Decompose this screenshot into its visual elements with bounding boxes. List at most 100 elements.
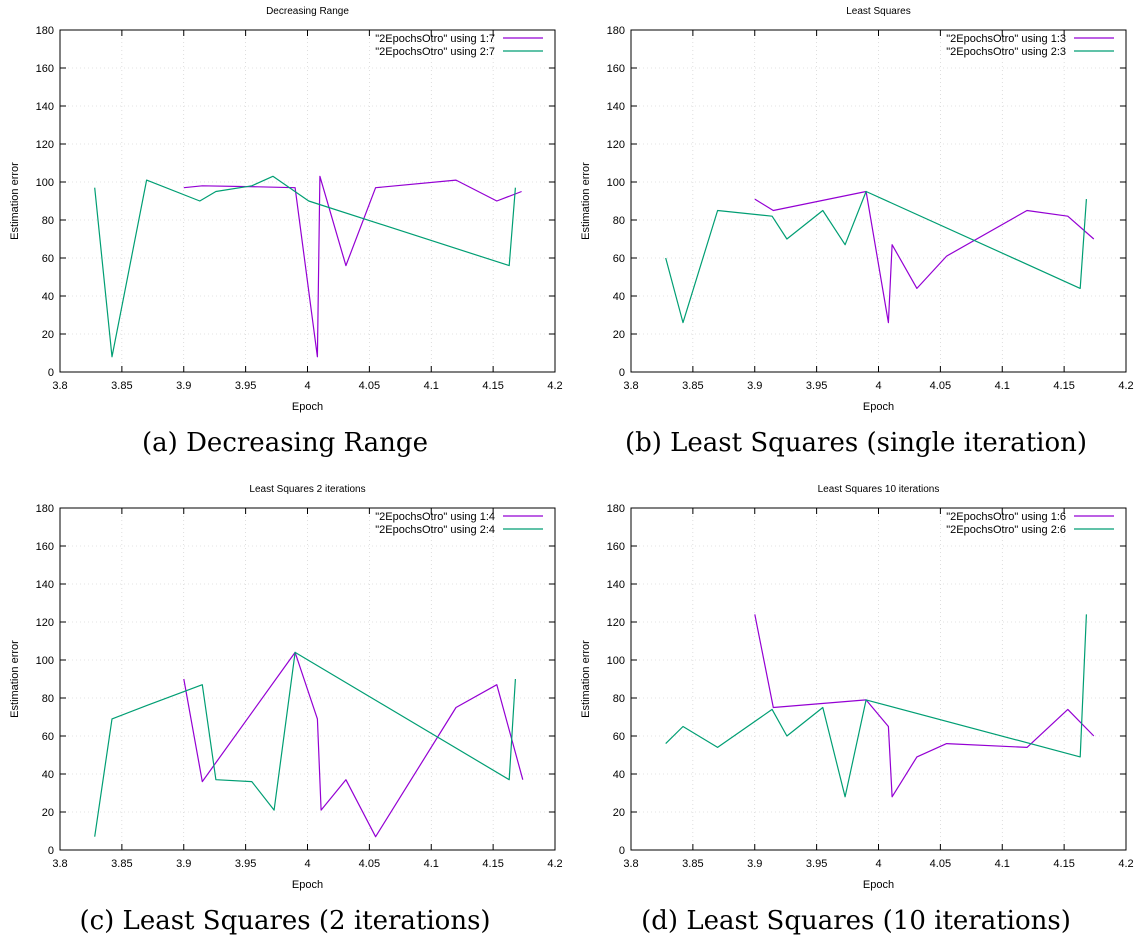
caption-c: (c) Least Squares (2 iterations): [79, 906, 491, 936]
plot-frame: [59, 29, 556, 373]
y-tick-label: 20: [42, 807, 54, 819]
y-tick-label: 140: [36, 579, 54, 591]
chart-panel-a: Decreasing Range 0 20 40 60 80 100 120 140 160 180…: [0, 0, 570, 473]
legend-label-2: "2EpochsOtro" using 2:3: [946, 46, 1066, 58]
y-tick-label: 60: [42, 731, 54, 743]
chart-panel-c: Least Squares 2 iterations 0 20 40 60 80 100 12…: [0, 478, 570, 951]
y-tick-label: 40: [613, 769, 625, 781]
x-tick-label: 3.9: [176, 380, 191, 392]
chart-title: Least Squares 10 iterations: [818, 484, 940, 495]
y-tick-label: 0: [48, 367, 54, 379]
x-tick-label: 4: [875, 380, 881, 392]
caption-a: (a) Decreasing Range: [142, 428, 428, 458]
y-tick-label: 40: [613, 291, 625, 303]
chart-panel-d: Least Squares 10 iterations 0 20 40 60 80 100 1…: [571, 478, 1141, 951]
x-tick-label: 4: [304, 858, 310, 870]
y-tick-label: 100: [607, 177, 625, 189]
chart-title: Least Squares: [846, 6, 911, 17]
x-tick-label: 4: [875, 858, 881, 870]
chart-c: Least Squares 2 iterations 0 20 40 60 80 100 12…: [9, 484, 563, 891]
y-tick-label: 100: [36, 177, 54, 189]
x-tick-label: 3.8: [52, 858, 67, 870]
y-tick-label: 20: [613, 807, 625, 819]
x-tick-label: 4.05: [930, 858, 951, 870]
chart-d: Least Squares 10 iterations 0 20 40 60 80 100 1…: [580, 484, 1134, 891]
y-tick-label: 60: [613, 253, 625, 265]
x-tick-label: 3.95: [806, 380, 827, 392]
x-tick-label: 3.85: [682, 858, 703, 870]
x-axis-label: Epoch: [863, 401, 894, 413]
series-line-1: [183, 651, 524, 838]
plot-frame: [630, 29, 1127, 373]
y-tick-label: 80: [42, 693, 54, 705]
y-tick-label: 120: [36, 139, 54, 151]
y-tick-label: 0: [619, 845, 625, 857]
y-tick-label: 80: [613, 215, 625, 227]
legend-label-1: "2EpochsOtro" using 1:4: [375, 511, 495, 523]
y-tick-label: 0: [48, 845, 54, 857]
y-tick-label: 160: [607, 63, 625, 75]
x-tick-label: 4.05: [930, 380, 951, 392]
y-tick-label: 20: [42, 329, 54, 341]
y-tick-label: 180: [607, 25, 625, 37]
x-tick-label: 3.8: [52, 380, 67, 392]
y-tick-label: 60: [42, 253, 54, 265]
y-tick-label: 140: [607, 101, 625, 113]
x-tick-label: 4.15: [1053, 380, 1074, 392]
y-tick-label: 80: [42, 215, 54, 227]
legend-label-2: "2EpochsOtro" using 2:6: [946, 524, 1066, 536]
series-line-1: [754, 614, 1095, 798]
plot-frame: [59, 507, 556, 851]
y-axis-label: Estimation error: [9, 162, 21, 240]
y-tick-label: 0: [619, 367, 625, 379]
y-tick-label: 100: [36, 655, 54, 667]
x-tick-label: 4.15: [482, 858, 503, 870]
legend-label-2: "2EpochsOtro" using 2:4: [375, 524, 495, 536]
x-tick-label: 4.05: [359, 380, 380, 392]
plot-frame: [630, 507, 1127, 851]
series-line-2: [665, 614, 1087, 798]
chart-title: Least Squares 2 iterations: [249, 484, 365, 495]
x-tick-label: 4.2: [547, 858, 562, 870]
y-tick-label: 180: [607, 503, 625, 515]
x-tick-label: 3.95: [235, 858, 256, 870]
legend-label-1: "2EpochsOtro" using 1:7: [375, 33, 495, 45]
x-tick-label: 4.1: [995, 858, 1010, 870]
y-tick-label: 160: [607, 541, 625, 553]
y-tick-label: 40: [42, 769, 54, 781]
y-tick-label: 60: [613, 731, 625, 743]
y-tick-label: 180: [36, 503, 54, 515]
x-tick-label: 4.15: [1053, 858, 1074, 870]
y-tick-label: 120: [607, 617, 625, 629]
x-tick-label: 3.8: [623, 380, 638, 392]
x-tick-label: 3.85: [111, 380, 132, 392]
y-tick-label: 20: [613, 329, 625, 341]
x-tick-label: 4: [304, 380, 310, 392]
x-tick-label: 3.95: [235, 380, 256, 392]
y-tick-label: 140: [607, 579, 625, 591]
y-tick-label: 120: [36, 617, 54, 629]
x-tick-label: 3.85: [111, 858, 132, 870]
x-axis-label: Epoch: [292, 879, 323, 891]
caption-b: (b) Least Squares (single iteration): [624, 428, 1088, 458]
y-tick-label: 160: [36, 63, 54, 75]
chart-a: Decreasing Range 0 20 40 60 80 100 120 140 160 180…: [9, 6, 563, 413]
series-line-1: [754, 190, 1095, 324]
caption-d: (d) Least Squares (10 iterations): [641, 906, 1071, 936]
y-tick-label: 160: [36, 541, 54, 553]
x-tick-label: 3.85: [682, 380, 703, 392]
x-tick-label: 3.9: [747, 858, 762, 870]
x-axis-label: Epoch: [292, 401, 323, 413]
x-tick-label: 4.2: [547, 380, 562, 392]
y-axis-label: Estimation error: [580, 640, 592, 718]
x-tick-label: 4.2: [1118, 858, 1133, 870]
x-tick-label: 4.1: [424, 380, 439, 392]
legend-label-1: "2EpochsOtro" using 1:6: [946, 511, 1066, 523]
series-line-2: [94, 175, 516, 358]
chart-title: Decreasing Range: [266, 6, 349, 17]
series-line-2: [665, 190, 1087, 324]
x-tick-label: 3.8: [623, 858, 638, 870]
y-tick-label: 80: [613, 693, 625, 705]
x-axis-label: Epoch: [863, 879, 894, 891]
y-tick-label: 120: [607, 139, 625, 151]
